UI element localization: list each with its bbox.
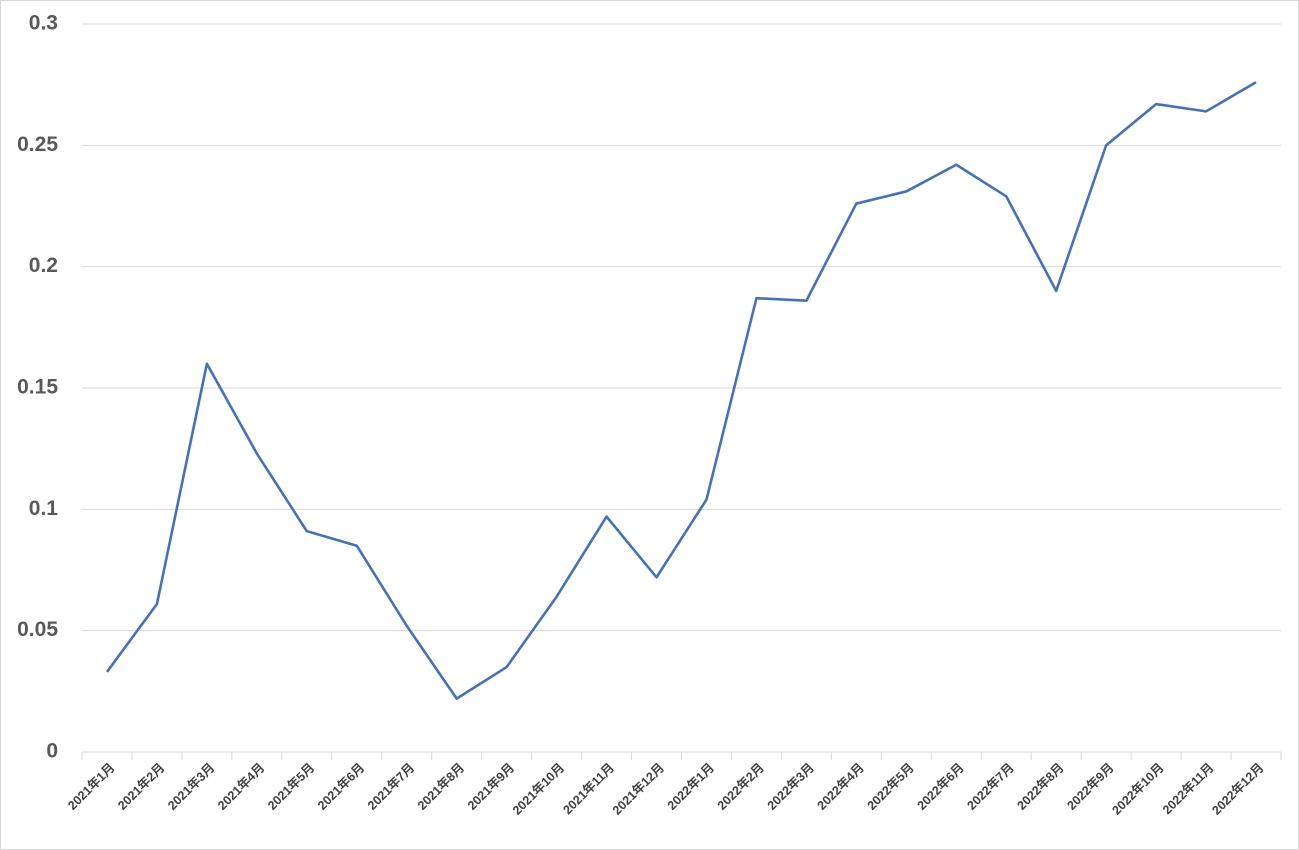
y-tick-label: 0 bbox=[46, 740, 58, 763]
y-tick-label: 0.05 bbox=[17, 618, 58, 641]
y-tick-label: 0.3 bbox=[29, 12, 58, 35]
data-line bbox=[105, 81, 1257, 700]
y-tick-label: 0.15 bbox=[17, 376, 58, 399]
y-tick-label: 0.2 bbox=[29, 254, 58, 277]
y-tick-label: 0.25 bbox=[17, 133, 58, 156]
y-tick-label: 0.1 bbox=[29, 497, 59, 520]
